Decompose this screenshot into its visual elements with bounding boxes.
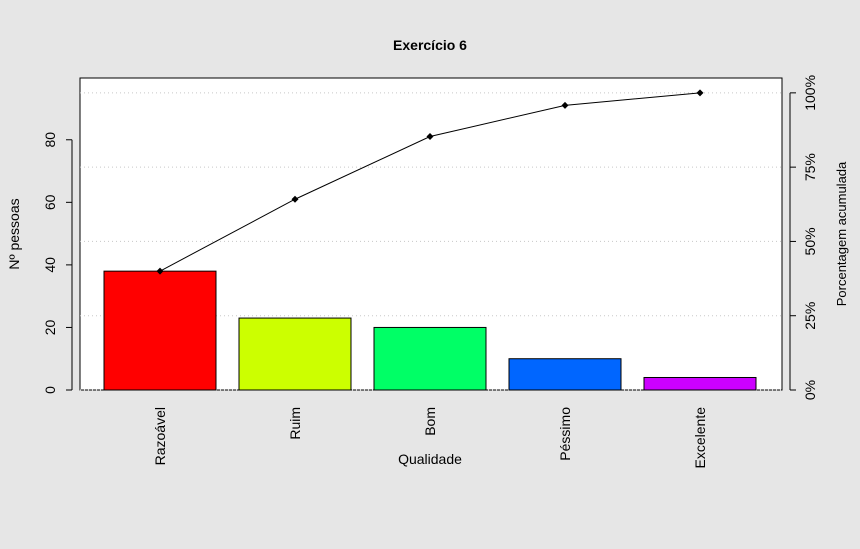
chart-title: Exercício 6 [393, 37, 467, 53]
x-axis-tick-labels: Razoável Ruim Bom Péssimo Excelente [152, 407, 708, 469]
bars [103, 270, 757, 391]
bar [103, 270, 217, 391]
cumulative-point [291, 195, 299, 203]
y-tick-label: 20 [42, 319, 58, 335]
bar [373, 326, 487, 391]
y-tick-label: 80 [42, 132, 58, 148]
y-axis-label: Nº pessoas [6, 198, 22, 269]
y2-tick-label: 75% [802, 153, 818, 181]
bar [508, 358, 622, 391]
x-tick-label: Péssimo [557, 407, 573, 461]
x-tick-label: Bom [422, 407, 438, 436]
y-axis-right: 0% 25% 50% 75% 100% [789, 75, 818, 400]
x-tick-label: Razoável [152, 407, 168, 465]
x-tick-label: Excelente [692, 407, 708, 469]
cumulative-point [696, 89, 704, 97]
y2-tick-label: 0% [802, 380, 818, 400]
bar [643, 376, 757, 391]
cumulative-point [426, 133, 434, 141]
cumulative-point [156, 267, 164, 275]
y-tick-label: 60 [42, 194, 58, 210]
x-axis-label: Qualidade [398, 451, 462, 467]
y2-tick-label: 50% [802, 227, 818, 255]
y2-tick-label: 100% [802, 75, 818, 111]
y2-tick-label: 25% [802, 302, 818, 330]
cumulative-line [156, 89, 704, 275]
y2-axis-label: Porcentagem acumulada [834, 161, 849, 306]
bar [238, 317, 352, 391]
y-axis-left: 0 20 40 60 80 [42, 132, 73, 394]
y-tick-label: 0 [42, 386, 58, 394]
x-tick-label: Ruim [287, 407, 303, 440]
y-tick-label: 40 [42, 257, 58, 273]
cumulative-point [561, 101, 569, 109]
